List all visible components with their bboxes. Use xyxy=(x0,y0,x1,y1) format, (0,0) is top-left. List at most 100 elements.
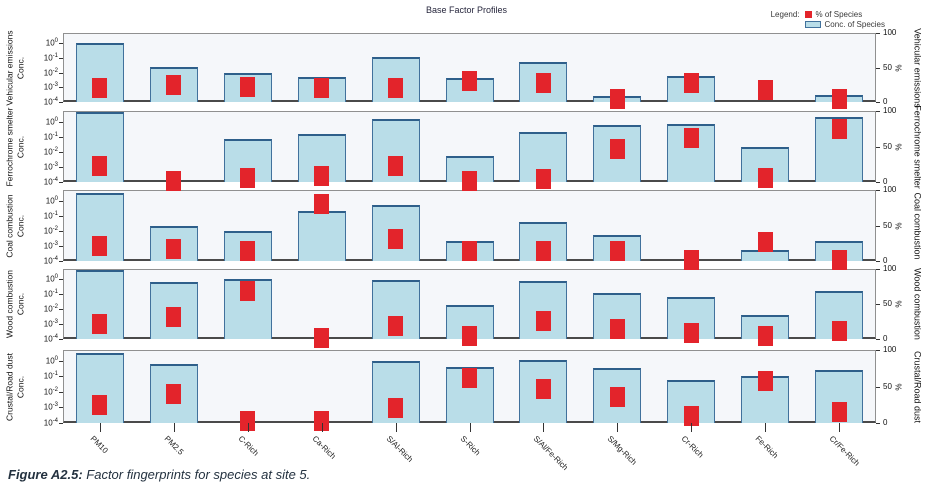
pct-marker xyxy=(92,395,108,416)
y-tick xyxy=(59,57,63,59)
pct-marker xyxy=(757,167,773,188)
conc-axis-unit: Conc. xyxy=(15,292,25,316)
conc-bar xyxy=(223,278,272,339)
y-tick xyxy=(59,151,63,153)
x-tick xyxy=(617,423,619,432)
y-tick xyxy=(59,360,63,362)
pct-tick xyxy=(876,190,880,191)
x-tick xyxy=(395,423,397,432)
pct-marker xyxy=(388,78,404,99)
x-tick-label: S/Mg-Rich xyxy=(605,434,639,467)
y-tick-label: 10-1 xyxy=(43,210,58,221)
right-axis-label: Vehicular emissions xyxy=(912,27,923,108)
pct-tick xyxy=(876,269,880,270)
pct-tick-label: 0 xyxy=(883,418,888,427)
x-tick xyxy=(691,423,693,432)
pct-marker xyxy=(609,387,625,408)
left-axis-label: Wood combustion Conc. xyxy=(4,270,25,338)
panel-name: Vehicular emissions xyxy=(4,29,15,106)
y-tick-label: 10-3 xyxy=(43,82,58,92)
panel-name: Crustal/Road dust xyxy=(4,352,15,421)
pct-marker xyxy=(388,228,404,249)
caption-text: Factor fingerprints for species at site … xyxy=(82,467,311,482)
y-tick xyxy=(59,309,63,311)
pct-tick-label: 50 xyxy=(883,220,892,230)
pct-tick xyxy=(876,339,880,340)
y-tick xyxy=(59,72,63,74)
pct-tick xyxy=(876,102,880,103)
y-tick-label: 10-1 xyxy=(43,289,58,299)
y-tick-label: 10-2 xyxy=(43,304,58,314)
y-tick xyxy=(59,166,63,168)
pct-tick-label: 50 xyxy=(883,62,892,72)
y-tick xyxy=(59,102,63,103)
y-tick xyxy=(59,407,63,409)
legend-label: Legend: xyxy=(770,10,800,19)
pct-tick-label: 0 xyxy=(883,177,888,186)
pct-marker xyxy=(609,241,625,262)
pct-marker xyxy=(683,127,699,148)
x-tick-label: Cr-Rich xyxy=(679,434,706,460)
pct-marker xyxy=(462,241,477,262)
pct-marker xyxy=(166,306,182,327)
y-tick-label: 100 xyxy=(45,38,58,48)
y-tick xyxy=(59,339,63,340)
conc-bar xyxy=(741,376,790,423)
x-tick-label: PM10 xyxy=(88,434,110,456)
y-tick xyxy=(59,245,63,247)
right-axis-label: Coal combustion xyxy=(912,191,923,260)
pct-marker xyxy=(683,322,699,343)
legend-item-pct-label: % of Species xyxy=(815,10,863,19)
pct-marker xyxy=(240,241,256,262)
y-tick xyxy=(59,87,63,89)
legend-item-conc: Conc. of Species xyxy=(804,20,885,29)
left-axis-label: Ferrochrome smelter Conc. xyxy=(4,107,25,186)
pct-tick xyxy=(876,111,880,112)
pct-marker xyxy=(240,410,256,431)
pct-tick xyxy=(876,225,880,227)
pct-tick-label: 0 xyxy=(883,256,888,265)
pct-marker xyxy=(240,76,256,97)
y-tick-label: 10-3 xyxy=(43,240,58,251)
conc-bar xyxy=(741,250,790,261)
x-tick xyxy=(321,423,323,432)
pct-marker xyxy=(609,88,625,109)
panel-name: Coal combustion xyxy=(4,193,15,258)
left-axis-label: Coal combustion Conc. xyxy=(4,194,25,257)
pct-marker xyxy=(462,71,477,92)
y-tick-label: 10-3 xyxy=(43,402,58,413)
pct-swatch-icon xyxy=(804,11,812,18)
pct-tick xyxy=(876,146,880,148)
pct-tick xyxy=(876,423,880,424)
y-tick xyxy=(59,261,63,262)
legend-item-conc-label: Conc. of Species xyxy=(824,20,885,29)
y-tick-label: 10-1 xyxy=(43,131,58,142)
conc-swatch-icon xyxy=(804,21,821,28)
pct-marker xyxy=(92,236,108,257)
pct-tick xyxy=(876,33,880,34)
pct-marker xyxy=(609,139,625,160)
pct-marker xyxy=(683,405,699,426)
panel-name: Wood combustion xyxy=(4,270,15,338)
x-tick-label: PM2.5 xyxy=(162,434,186,457)
y-tick-label: 10-2 xyxy=(43,146,58,157)
x-tick xyxy=(543,423,545,432)
pct-marker xyxy=(314,327,330,348)
y-tick-label: 10-2 xyxy=(43,67,58,78)
y-tick xyxy=(59,136,63,138)
x-tick-label: Cr/Fe-Rich xyxy=(827,434,862,468)
pct-marker xyxy=(757,370,773,391)
y-tick-label: 10-4 xyxy=(43,418,58,428)
x-tick-label: Ca-Rich xyxy=(310,434,338,461)
conc-axis-unit: Conc. xyxy=(15,56,25,79)
pct-tick-label: 50 xyxy=(883,299,892,308)
legend-rows: % of Species Conc. of Species xyxy=(804,10,885,29)
pct-tick xyxy=(876,304,880,305)
pct-tick xyxy=(876,67,880,69)
y-tick xyxy=(59,121,63,123)
y-tick-label: 10-4 xyxy=(43,97,58,107)
x-tick-label: Fe-Rich xyxy=(753,434,780,461)
y-tick xyxy=(59,43,63,45)
pct-tick-label: 0 xyxy=(883,334,888,343)
pct-marker xyxy=(535,379,551,400)
